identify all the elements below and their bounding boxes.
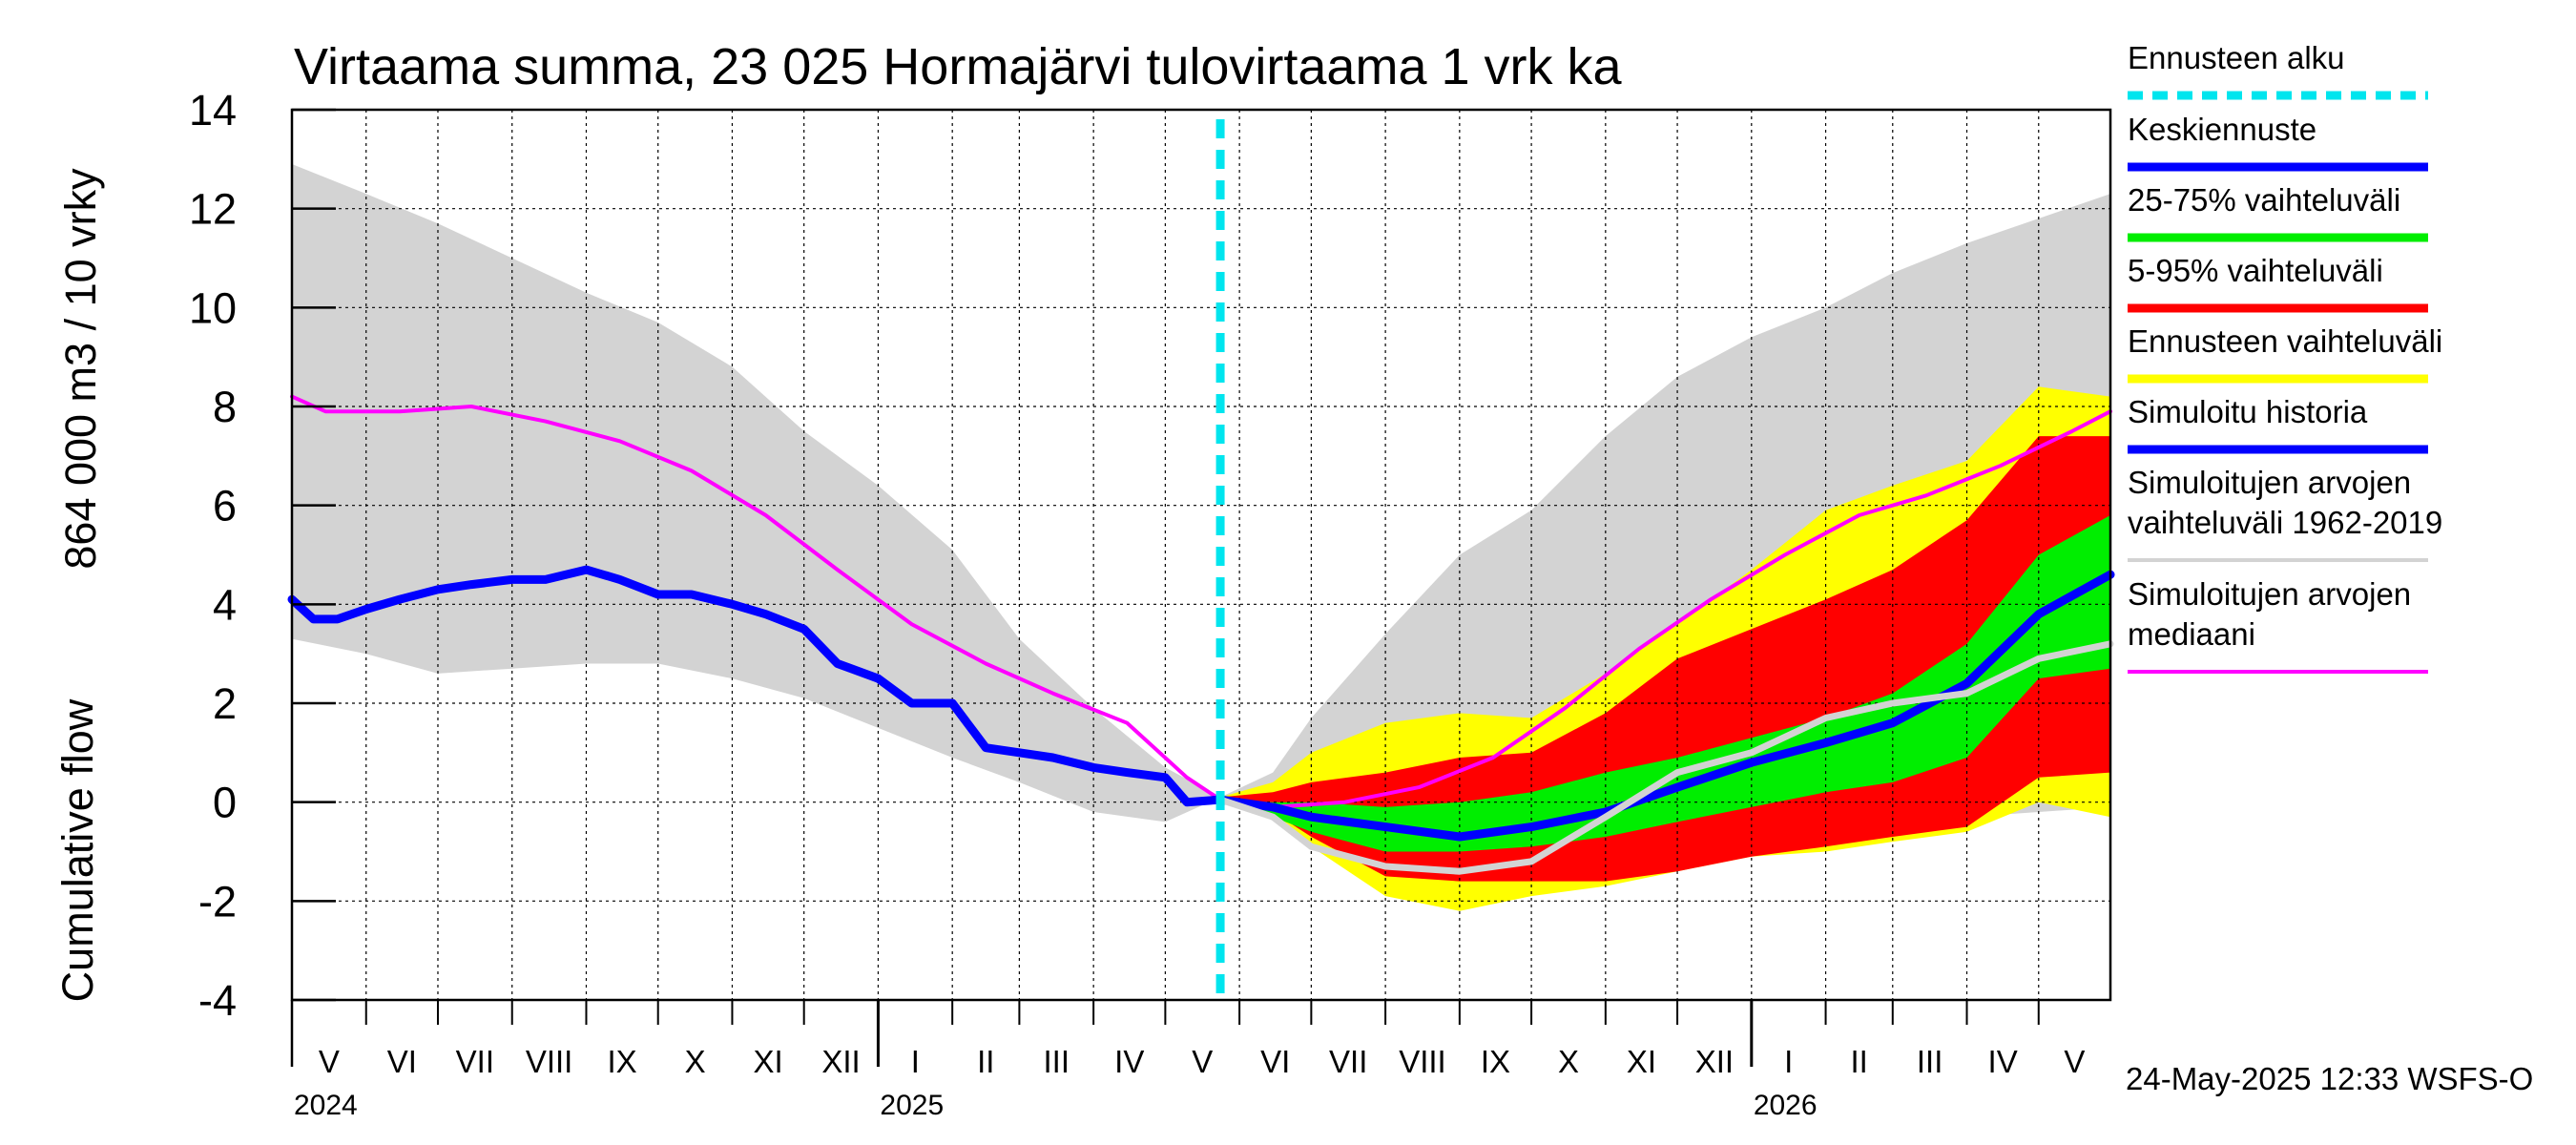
x-month-label: IV <box>1988 1044 2018 1079</box>
plot-grid <box>292 110 2110 1000</box>
series-line-1 <box>287 565 1225 807</box>
x-month-label: X <box>685 1044 706 1079</box>
legend-label: vaihteluväli 1962-2019 <box>2128 505 2442 540</box>
series-line-2 <box>1215 570 2115 842</box>
series-line-0 <box>290 394 2112 809</box>
legend-label: 5-95% vaihteluväli <box>2128 253 2383 288</box>
plot-bands <box>292 164 2110 911</box>
y-tick-label: 2 <box>213 679 237 728</box>
x-month-label: II <box>977 1044 994 1079</box>
legend-label: Ennusteen alku <box>2128 40 2345 75</box>
chart-title: Virtaama summa, 23 025 Hormajärvi tulovi… <box>294 38 1622 95</box>
x-month-label: VII <box>1329 1044 1367 1079</box>
y-tick-label: 10 <box>189 283 237 332</box>
plot-frame <box>290 108 2112 1002</box>
y-tick-label: -4 <box>198 976 237 1025</box>
x-month-label: V <box>2064 1044 2085 1079</box>
x-month-label: VIII <box>526 1044 573 1079</box>
y-axis-label: 864 000 m3 / 10 vrky Cumulative flow <box>53 168 105 1002</box>
y-tick-label: 12 <box>189 185 237 234</box>
y-axis-label-line-1: 864 000 m3 / 10 vrky <box>56 168 105 570</box>
x-month-label: IX <box>1481 1044 1510 1079</box>
x-month-label: V <box>319 1044 340 1079</box>
band-3 <box>1220 515 2110 852</box>
x-month-label: X <box>1558 1044 1579 1079</box>
legend-label: Simuloitujen arvojen <box>2128 576 2411 612</box>
x-month-label: VIII <box>1399 1044 1446 1079</box>
legend-label: Ennusteen vaihteluväli <box>2128 323 2442 359</box>
legend-label: Simuloitu historia <box>2128 394 2368 429</box>
x-month-label: VII <box>456 1044 494 1079</box>
x-month-label: IV <box>1114 1044 1144 1079</box>
legend-label: Keskiennuste <box>2128 112 2316 147</box>
x-month-label: XII <box>1695 1044 1734 1079</box>
plot-lines <box>287 119 2115 1000</box>
x-month-label: III <box>1044 1044 1070 1079</box>
y-axis-label-line-2: Cumulative flow <box>53 698 102 1002</box>
legend-label: Simuloitujen arvojen <box>2128 465 2411 500</box>
x-month-label: II <box>1850 1044 1867 1079</box>
y-tick-label: 0 <box>213 779 237 827</box>
x-year-label: 2024 <box>294 1090 358 1121</box>
x-month-label: VI <box>387 1044 417 1079</box>
x-month-label: VI <box>1260 1044 1290 1079</box>
x-month-label: I <box>1784 1044 1793 1079</box>
footer-timestamp: 24-May-2025 12:33 WSFS-O <box>2126 1061 2533 1096</box>
x-month-label: V <box>1192 1044 1213 1079</box>
x-month-label: XI <box>1627 1044 1656 1079</box>
x-month-label: IX <box>607 1044 636 1079</box>
x-year-label: 2025 <box>880 1090 944 1121</box>
x-month-label: XII <box>821 1044 860 1079</box>
legend-label: 25-75% vaihteluväli <box>2128 182 2400 218</box>
x-month-label: XI <box>753 1044 782 1079</box>
x-month-label: III <box>1917 1044 1943 1079</box>
y-tick-label: 14 <box>189 86 237 135</box>
x-year-label: 2026 <box>1754 1090 1818 1121</box>
x-month-label: I <box>911 1044 920 1079</box>
y-tick-label: -2 <box>198 877 237 926</box>
legend: Ennusteen alku Keskiennuste 25-75% vaihtel… <box>2128 40 2442 674</box>
legend-label: mediaani <box>2128 616 2255 652</box>
series-line-3 <box>1216 640 2114 875</box>
y-tick-label: 6 <box>213 482 237 531</box>
y-tick-label: 4 <box>213 580 237 629</box>
y-tick-label: 8 <box>213 383 237 431</box>
